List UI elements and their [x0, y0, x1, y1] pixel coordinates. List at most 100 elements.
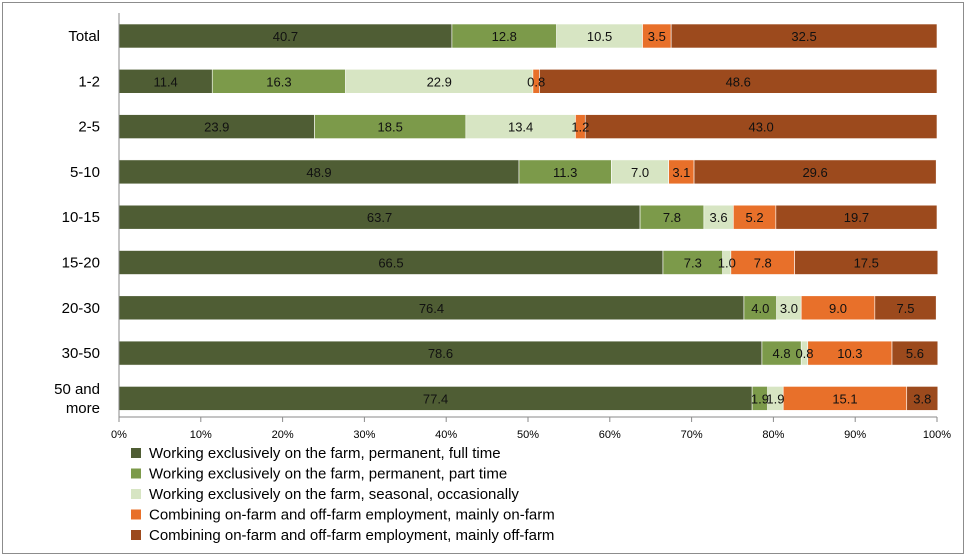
category-label: 50 and — [54, 381, 100, 398]
data-label: 3.5 — [648, 29, 666, 44]
bar-segment — [693, 159, 937, 185]
x-tick-label: 30% — [353, 429, 375, 441]
bar-segment — [451, 23, 557, 49]
bar-segment — [611, 159, 669, 185]
category-label: Total — [68, 28, 100, 45]
data-label: 5.6 — [906, 346, 924, 361]
x-tick-label: 90% — [844, 429, 866, 441]
data-label: 11.3 — [553, 165, 577, 180]
bar-segment — [775, 204, 938, 230]
x-tick-label: 50% — [517, 429, 539, 441]
data-label: 78.6 — [428, 346, 453, 361]
x-tick-label: 60% — [599, 429, 621, 441]
bar-segment — [639, 204, 705, 230]
bar-segment — [118, 114, 315, 139]
data-label: 43.0 — [748, 120, 773, 135]
bar-segment — [874, 295, 937, 321]
data-label: 7.0 — [631, 165, 649, 180]
legend-label: Working exclusively on the farm, permane… — [149, 466, 507, 483]
category-label: 2-5 — [78, 119, 100, 136]
data-label: 1.0 — [718, 256, 736, 271]
bar-segment — [794, 250, 939, 275]
category-label: 15-20 — [62, 255, 100, 272]
data-label: 1.9 — [766, 391, 784, 406]
data-label: 4.0 — [751, 301, 769, 316]
data-label: 3.6 — [710, 210, 728, 225]
data-label: 7.3 — [684, 256, 702, 271]
data-label: 23.9 — [204, 120, 229, 135]
data-label: 48.9 — [306, 165, 331, 180]
data-label: 4.8 — [773, 346, 791, 361]
legend-label: Working exclusively on the farm, permane… — [149, 445, 501, 462]
bar-segment — [782, 386, 908, 411]
data-label: 7.8 — [754, 256, 772, 271]
data-label: 22.9 — [427, 74, 452, 89]
bar-segment — [118, 23, 453, 49]
bar-segment — [584, 114, 938, 139]
bar-segment — [518, 159, 612, 185]
x-tick-label: 80% — [762, 429, 784, 441]
bar-segment — [118, 204, 641, 230]
bar-segment — [891, 340, 939, 366]
data-label: 1.9 — [751, 391, 769, 406]
data-label: 32.5 — [791, 29, 816, 44]
data-label: 10.5 — [587, 29, 612, 44]
stacked-bar-chart: 40.7 12.8 10.5 3.5 32.5 11.4 16.3 22.9 0.8 48.6 23… — [54, 13, 951, 544]
x-tick-label: 70% — [681, 429, 703, 441]
data-label: 7.5 — [896, 301, 914, 316]
category-label: 30-50 — [62, 345, 100, 362]
data-label: 3.0 — [780, 301, 798, 316]
bar-segment — [465, 114, 576, 139]
x-tick-label: 100% — [923, 429, 951, 441]
bar-segment — [670, 23, 938, 49]
category-label: more — [66, 400, 100, 417]
data-label: 3.1 — [672, 165, 690, 180]
data-label: 17.5 — [854, 256, 879, 271]
legend-swatch — [131, 530, 141, 540]
data-label: 1.2 — [571, 120, 589, 135]
bar-segment — [345, 69, 534, 94]
data-label: 29.6 — [802, 165, 827, 180]
x-tick-label: 40% — [435, 429, 457, 441]
category-label: 10-15 — [62, 209, 100, 226]
x-tick-label: 0% — [111, 429, 127, 441]
data-label: 40.7 — [273, 29, 298, 44]
legend-label: Combining on-farm and off-farm employmen… — [149, 527, 554, 544]
data-label: 77.4 — [423, 391, 448, 406]
legend-swatch — [131, 448, 141, 458]
data-label: 76.4 — [419, 301, 444, 316]
data-label: 66.5 — [378, 256, 403, 271]
legend-swatch — [131, 509, 141, 520]
x-tick-label: 10% — [190, 429, 212, 441]
bar-segment — [807, 340, 893, 366]
data-label: 16.3 — [266, 74, 291, 89]
bar-segment — [118, 159, 520, 185]
data-label: 5.2 — [746, 210, 764, 225]
data-label: 9.0 — [829, 301, 847, 316]
data-label: 3.8 — [913, 391, 931, 406]
chart-frame: 40.7 12.8 10.5 3.5 32.5 11.4 16.3 22.9 0.8 48.6 23… — [2, 2, 964, 554]
bar-segment — [743, 295, 777, 321]
data-label: 10.3 — [837, 346, 862, 361]
data-label: 0.8 — [795, 346, 813, 361]
data-label: 12.8 — [492, 29, 517, 44]
bar-segment — [118, 295, 745, 321]
bar-segment — [906, 386, 939, 411]
legend-label: Combining on-farm and off-farm employmen… — [149, 507, 555, 524]
legend-swatch — [131, 468, 141, 479]
bar-segment — [730, 250, 795, 275]
bar-segment — [668, 159, 695, 185]
bar-segment — [733, 204, 777, 230]
data-label: 19.7 — [844, 210, 869, 225]
x-tick-label: 20% — [272, 429, 294, 441]
bar-segment — [118, 386, 753, 411]
data-label: 15.1 — [832, 391, 857, 406]
legend-label: Working exclusively on the farm, seasona… — [149, 486, 519, 503]
category-label: 20-30 — [62, 300, 100, 317]
data-label: 11.4 — [153, 74, 177, 89]
bar-segment — [211, 69, 346, 94]
category-label: 5-10 — [70, 164, 100, 181]
data-label: 18.5 — [378, 120, 403, 135]
bar-segment — [118, 250, 664, 275]
data-label: 7.8 — [663, 210, 681, 225]
